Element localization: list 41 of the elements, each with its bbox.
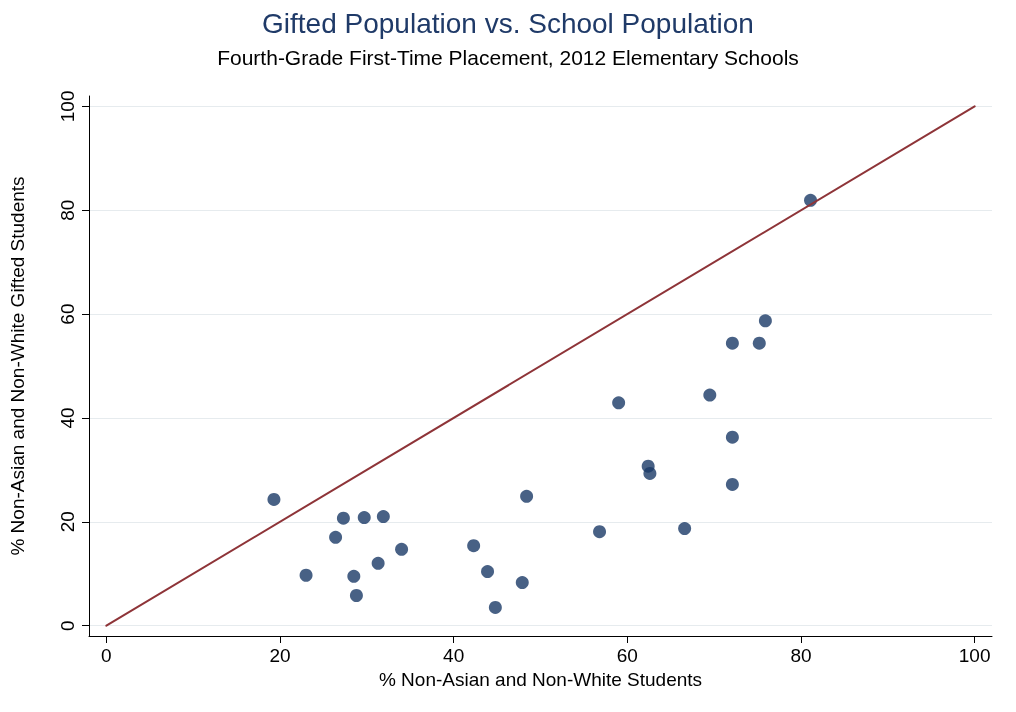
- y-tick-label: 20: [57, 511, 78, 533]
- point: [481, 565, 495, 579]
- point: [643, 466, 657, 480]
- point: [612, 396, 626, 410]
- y-tick-label: 100: [57, 90, 78, 123]
- y-tick-label: 40: [57, 407, 78, 429]
- point: [329, 530, 343, 544]
- point: [395, 542, 409, 556]
- x-tick-label: 20: [269, 645, 291, 666]
- x-tick-label: 100: [958, 645, 991, 666]
- y-tick-label: 80: [57, 199, 78, 221]
- point: [467, 539, 481, 553]
- point: [488, 600, 502, 614]
- point: [349, 589, 363, 602]
- point: [267, 492, 281, 506]
- chart-title: Gifted Population vs. School Population: [262, 7, 754, 39]
- point: [299, 568, 313, 582]
- point: [725, 430, 739, 444]
- point: [593, 525, 607, 539]
- point: [725, 336, 739, 350]
- point: [347, 569, 361, 583]
- point: [703, 388, 717, 402]
- x-tick-label: 0: [101, 645, 112, 666]
- x-axis-title: % Non-Asian and Non-White Students: [378, 668, 703, 690]
- point: [357, 511, 371, 525]
- x-tick-label: 40: [443, 645, 465, 666]
- point: [520, 489, 534, 503]
- point: [376, 510, 390, 524]
- y-axis-title: % Non-Asian and Non-White Gifted Students: [7, 176, 28, 556]
- point: [515, 576, 529, 590]
- point: [758, 314, 772, 328]
- x-tick-label: 60: [616, 645, 638, 666]
- y-tick-label: 60: [57, 303, 78, 325]
- y-tick-label: 0: [57, 620, 78, 631]
- point: [752, 336, 766, 350]
- chart-subtitle: Fourth-Grade First-Time Placement, 2012 Elementary Schools: [217, 46, 799, 69]
- x-tick-label: 80: [790, 645, 812, 666]
- point: [725, 477, 739, 491]
- point: [336, 511, 350, 525]
- point: [678, 522, 692, 536]
- point: [371, 556, 385, 570]
